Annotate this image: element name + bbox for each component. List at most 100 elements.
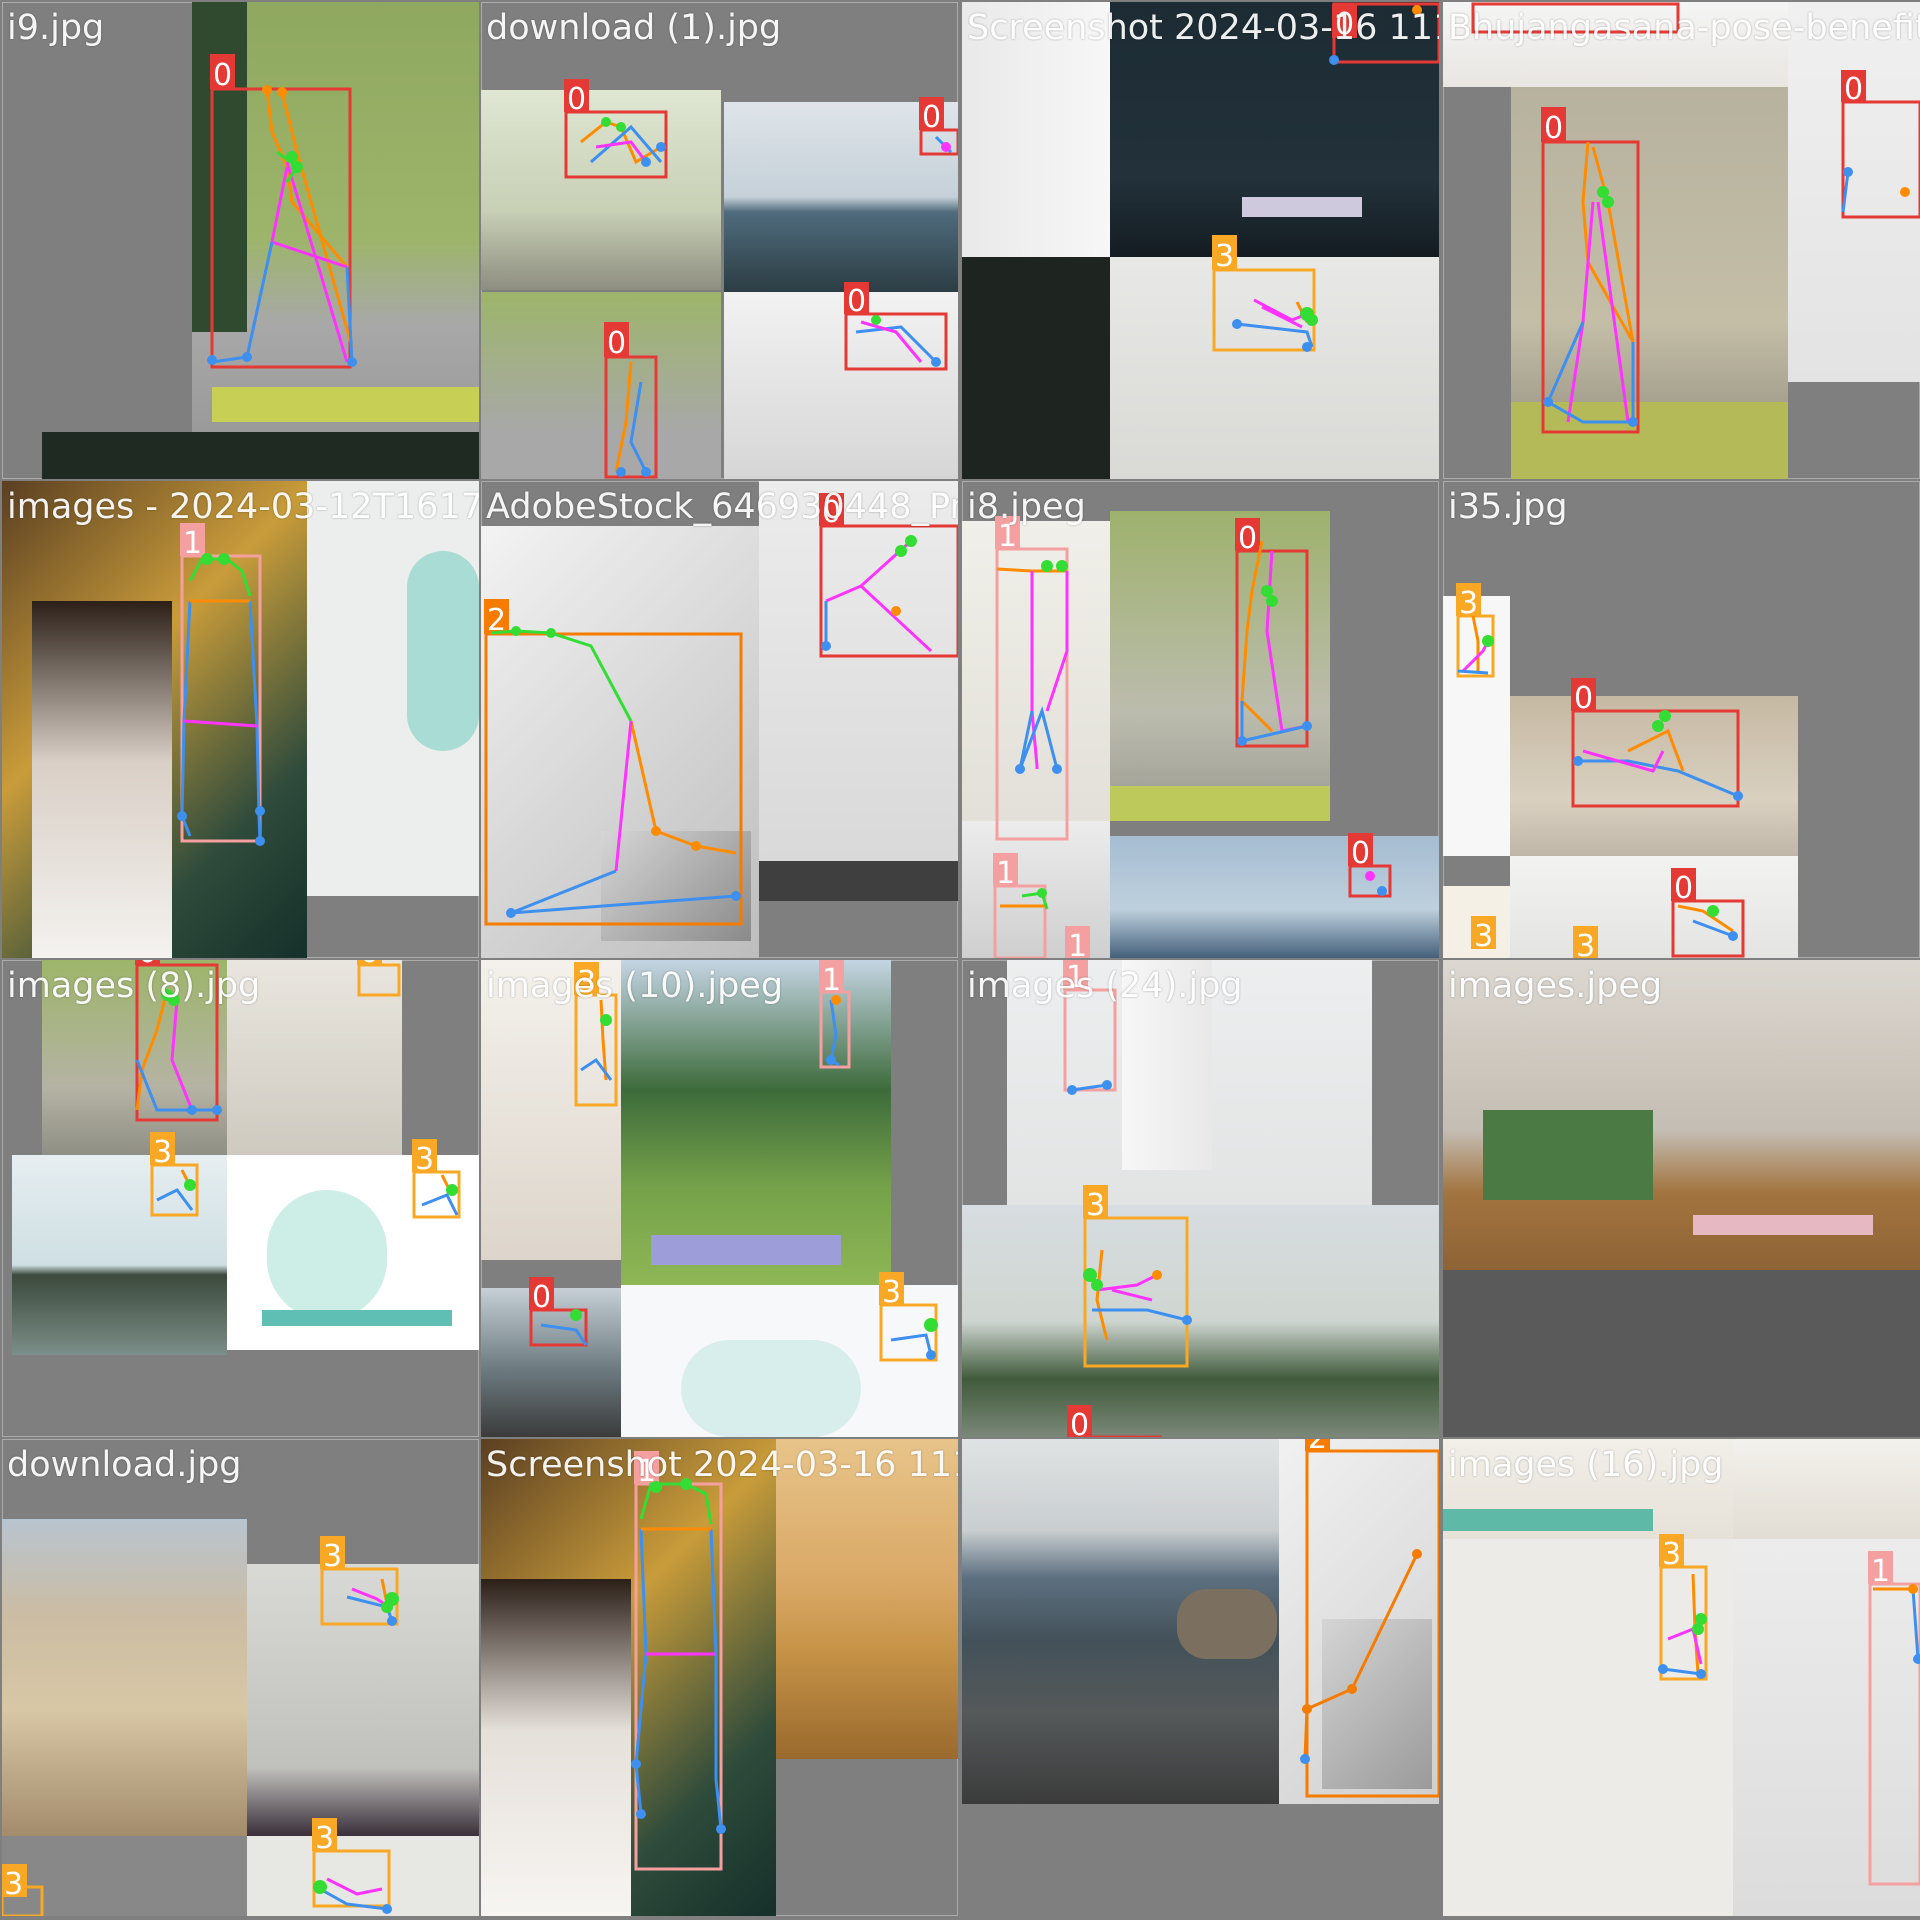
yoga-legs — [1122, 960, 1212, 1170]
class-label: 0 — [822, 495, 841, 530]
detection-overlay: 1 — [177, 523, 265, 846]
class-label: 2 — [487, 603, 506, 638]
tile-4: Bhujangasana-pose-benefits 0 0 — [1443, 2, 1920, 479]
pose-skeleton — [211, 89, 354, 364]
park-photo — [621, 960, 891, 1285]
yoga-photo — [1788, 2, 1920, 382]
living-room-photo — [227, 960, 402, 1155]
sea-photo — [724, 102, 958, 292]
bbox — [210, 87, 352, 369]
studio-photo — [724, 292, 958, 479]
class-label: 3 — [153, 1135, 172, 1170]
yoga-mat — [1110, 786, 1330, 821]
class-label: 3 — [315, 1821, 334, 1856]
class-label: 0 — [213, 58, 232, 93]
class-label: 1 — [996, 856, 1015, 891]
tile-16: images (16).jpg 3 1 — [1443, 1439, 1920, 1916]
class-label: 3 — [1086, 1188, 1105, 1223]
tile-13: download.jpg 3 3 3 — [2, 1439, 479, 1916]
class-label: 0 — [922, 100, 941, 135]
padding-area — [1443, 1270, 1920, 1437]
illustration-blob — [407, 551, 479, 751]
class-label: 0 — [607, 326, 626, 361]
detection-overlay: 1 3 0 — [1063, 960, 1192, 1437]
illustration-blob — [681, 1340, 861, 1437]
dark-photo — [42, 432, 479, 479]
tile-title: images.jpeg — [1448, 966, 1663, 1006]
tile-title: Screenshot 2024-03-16 111..png — [486, 1445, 958, 1485]
class-label: 0 — [847, 284, 866, 319]
detection-overlay: 3 0 3 3 0 — [1456, 583, 1745, 958]
detection-overlay: 3 1 — [1658, 1534, 1920, 1886]
class-label: 3 — [1474, 919, 1493, 954]
tile-title: images (16).jpg — [1448, 1445, 1724, 1485]
class-badge — [210, 54, 235, 89]
yoga-mat — [651, 1235, 841, 1265]
tile-title: AdobeStock_646930448_Preview.jpeg — [486, 487, 958, 527]
detection-overlay: 1 — [631, 1451, 726, 1871]
illustration — [1443, 1539, 1733, 1916]
yoga-mat — [1443, 1509, 1653, 1531]
yoga-photo — [247, 1564, 479, 1836]
yoga-photo — [759, 481, 958, 901]
tile-title: download.jpg — [7, 1445, 242, 1485]
class-label: 0 — [1544, 111, 1563, 146]
detection-overlay: 3 3 3 — [2, 1536, 399, 1916]
tile-title: images - 2024-03-12T161755.578.jpg — [7, 487, 479, 527]
tile-15: 2 — [962, 1439, 1439, 1916]
class-label: 3 — [577, 965, 596, 1000]
detection-overlay: 0 0 0 0 — [564, 79, 958, 479]
yoga-mat — [212, 387, 479, 422]
class-label: 3 — [1459, 586, 1478, 621]
class-label: 0 — [360, 960, 379, 970]
class-label: 0 — [1574, 681, 1593, 716]
wall-photo — [962, 2, 1110, 257]
tile-1: i9.jpg 0 — [2, 2, 479, 479]
tile-11: images (24).jpg 1 3 0 — [962, 960, 1439, 1437]
detection-overlay: 0 0 — [1471, 2, 1920, 434]
yoga-photo — [1510, 856, 1798, 958]
tile-title: Screenshot 2024-03-16 111 — [967, 8, 1439, 48]
yoga-photo — [1733, 1539, 1920, 1916]
house-plants — [1483, 1110, 1653, 1200]
class-label: 1 — [183, 526, 202, 561]
class-label: 0 — [1351, 836, 1370, 871]
tile-title: i9.jpg — [7, 8, 105, 48]
tile-title: i35.jpg — [1448, 487, 1568, 527]
yoga-mat — [1693, 1215, 1873, 1235]
class-label: 1 — [1066, 960, 1085, 995]
class-label: 0 — [1070, 1408, 1089, 1437]
class-label: 3 — [415, 1142, 434, 1177]
class-label: 1 — [822, 963, 841, 998]
yoga-photo — [481, 960, 621, 1260]
class-label: 0 — [138, 960, 157, 970]
yoga-photo — [247, 1836, 479, 1916]
class-label: 0 — [567, 82, 586, 117]
class-label: 0 — [1674, 871, 1693, 906]
tile-6: AdobeStock_646930448_Preview.jpeg 0 2 — [481, 481, 958, 958]
class-label: 2 — [1308, 1439, 1327, 1456]
illustration-blob — [267, 1190, 387, 1320]
class-label: 3 — [882, 1275, 901, 1310]
class-label: 0 — [532, 1280, 551, 1315]
tile-title: download (1).jpg — [486, 8, 782, 48]
yoga-photo — [481, 90, 721, 290]
yoga-photo — [481, 292, 721, 479]
class-label: 1 — [1871, 1554, 1890, 1589]
keypoints — [207, 85, 357, 367]
wall-photo — [1110, 257, 1439, 479]
sunset-beach-photo — [776, 1439, 958, 1759]
detection-overlay: 0 2 — [484, 493, 958, 926]
class-label: 0 — [1844, 72, 1863, 107]
class-label: 3 — [1662, 1537, 1681, 1572]
man-figure — [32, 601, 172, 958]
class-label: 0 — [1335, 7, 1354, 42]
padding-area — [962, 1804, 1439, 1916]
tile-2: download (1).jpg 0 0 0 0 — [481, 2, 958, 479]
detection-overlay: 1 0 1 0 1 — [993, 516, 1392, 958]
class-label: 1 — [1068, 929, 1087, 958]
yoga-mat — [1511, 402, 1788, 479]
tile-7: i8.jpeg 1 0 1 0 1 — [962, 481, 1439, 958]
yoga-photo — [1110, 511, 1330, 821]
